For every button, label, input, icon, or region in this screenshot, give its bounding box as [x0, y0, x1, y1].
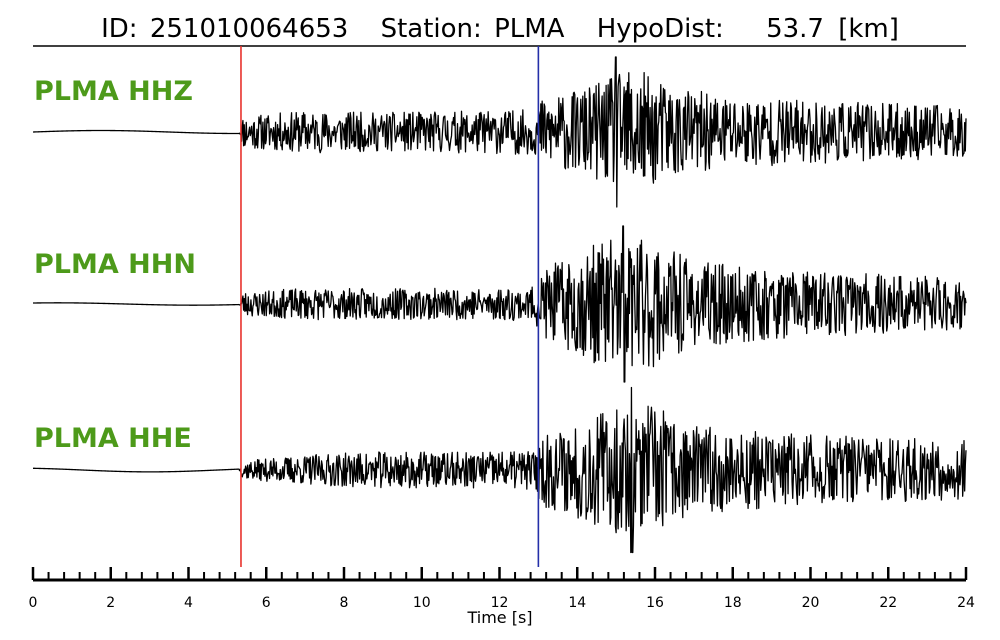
- title-station-label: Station:: [381, 14, 482, 44]
- title-id-label: ID:: [101, 14, 137, 44]
- x-tick-label: 22: [879, 595, 897, 611]
- time-axis: 0 2 4 6 8 10 12 14 16 18 20 22 24: [29, 567, 975, 611]
- trace-group: [32, 56, 967, 554]
- x-tick-label: 14: [568, 595, 586, 611]
- x-tick-label: 24: [957, 595, 975, 611]
- x-tick-label: 20: [802, 595, 820, 611]
- x-tick-label: 6: [262, 595, 271, 611]
- x-axis-label: Time [s]: [466, 608, 532, 627]
- waveform-trace-hhz: [32, 56, 967, 208]
- waveform-trace-hhe: [32, 386, 967, 554]
- x-tick-label: 8: [340, 595, 349, 611]
- title-id-value: 251010064653: [150, 14, 349, 44]
- x-tick-label: 10: [413, 595, 431, 611]
- figure-title: ID: 251010064653 Station: PLMA HypoDist:…: [101, 14, 899, 44]
- channel-label-hhn: PLMA HHN: [34, 249, 196, 280]
- x-tick-label: 18: [724, 595, 742, 611]
- x-tick-label: 2: [106, 595, 115, 611]
- title-station-value: PLMA: [494, 14, 565, 44]
- waveform-trace-hhn: [32, 225, 967, 383]
- title-dist-unit: [km]: [838, 14, 899, 44]
- title-dist-value: 53.7: [766, 14, 824, 44]
- channel-label-hhz: PLMA HHZ: [34, 76, 193, 107]
- x-tick-label: 16: [646, 595, 664, 611]
- channel-label-hhe: PLMA HHE: [34, 423, 192, 454]
- x-tick-label: 0: [29, 595, 38, 611]
- pick-lines: [240, 46, 540, 567]
- x-tick-label: 12: [491, 595, 509, 611]
- x-tick-label: 4: [184, 595, 193, 611]
- title-dist-label: HypoDist:: [597, 14, 724, 44]
